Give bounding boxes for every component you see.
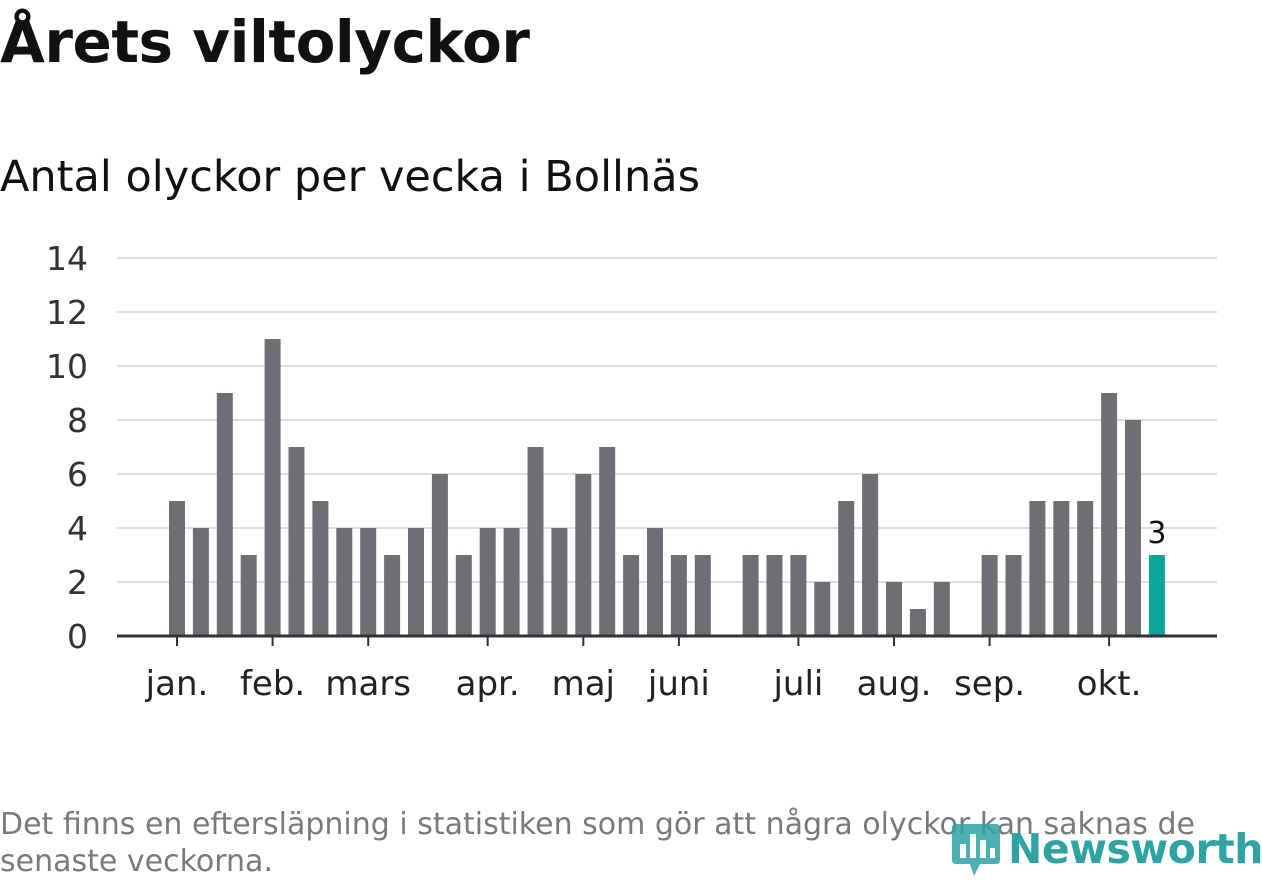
x-tick-label: feb. bbox=[240, 664, 305, 704]
newsworthy-logo: Newsworthy bbox=[950, 818, 1262, 880]
bar bbox=[790, 555, 807, 636]
bar bbox=[886, 582, 902, 636]
y-tick-label: 0 bbox=[67, 617, 88, 656]
bar bbox=[216, 393, 233, 636]
highlight-bar bbox=[1148, 555, 1165, 636]
x-tick-label: okt. bbox=[1077, 664, 1142, 704]
y-tick-label: 6 bbox=[67, 455, 88, 494]
bar bbox=[1005, 555, 1022, 636]
chart-title: Årets viltolyckor bbox=[0, 8, 530, 76]
bar bbox=[1077, 501, 1094, 636]
chart-subtitle: Antal olyckor per vecka i Bollnäs bbox=[0, 152, 700, 202]
bar bbox=[503, 528, 520, 636]
bar bbox=[623, 555, 640, 636]
x-tick-label: apr. bbox=[456, 664, 520, 704]
x-tick-label: juni bbox=[647, 664, 710, 704]
bar bbox=[1125, 420, 1141, 636]
bar-chart-logo-icon bbox=[950, 820, 1002, 878]
bar bbox=[814, 582, 831, 636]
bar bbox=[694, 555, 711, 636]
bar bbox=[766, 555, 783, 636]
bar bbox=[192, 528, 209, 636]
bar bbox=[336, 528, 353, 636]
bar bbox=[1101, 393, 1118, 636]
logo-text: Newsworthy bbox=[1008, 825, 1262, 873]
bar bbox=[527, 447, 544, 636]
bar bbox=[981, 555, 998, 636]
bar bbox=[408, 528, 424, 636]
x-tick-label: aug. bbox=[857, 664, 932, 704]
bar bbox=[312, 501, 329, 636]
bar bbox=[240, 555, 257, 636]
bar bbox=[288, 447, 305, 636]
bar bbox=[264, 339, 281, 636]
y-tick-label: 12 bbox=[46, 293, 88, 332]
y-tick-label: 10 bbox=[46, 347, 88, 386]
x-tick-label: juli bbox=[772, 664, 823, 704]
bar bbox=[384, 555, 401, 636]
x-tick-label: sep. bbox=[954, 664, 1025, 704]
y-tick-label: 14 bbox=[46, 239, 88, 278]
y-tick-label: 2 bbox=[67, 563, 88, 602]
bar-chart: 0 2 4 6 8 10 12 14 3 jan. feb. mars apr. maj juni juli a… bbox=[46, 239, 1217, 704]
x-tick-label: maj bbox=[552, 664, 615, 704]
bar bbox=[933, 582, 950, 636]
bar bbox=[862, 474, 879, 636]
bar bbox=[599, 447, 616, 636]
x-tick-label: mars bbox=[325, 664, 411, 704]
bar bbox=[1053, 501, 1070, 636]
bar bbox=[431, 474, 448, 636]
y-tick-label: 4 bbox=[67, 509, 88, 548]
bar bbox=[647, 528, 663, 636]
bar bbox=[1029, 501, 1046, 636]
bar bbox=[670, 555, 687, 636]
x-tick-label: jan. bbox=[145, 664, 209, 704]
bar bbox=[909, 609, 926, 636]
bar bbox=[360, 528, 377, 636]
bar bbox=[169, 501, 185, 636]
bar bbox=[838, 501, 855, 636]
bar bbox=[551, 528, 568, 636]
data-label: 3 bbox=[1147, 516, 1166, 551]
bar bbox=[455, 555, 472, 636]
y-tick-label: 8 bbox=[67, 401, 88, 440]
bar bbox=[575, 474, 592, 636]
bar bbox=[742, 555, 759, 636]
bar bbox=[479, 528, 496, 636]
